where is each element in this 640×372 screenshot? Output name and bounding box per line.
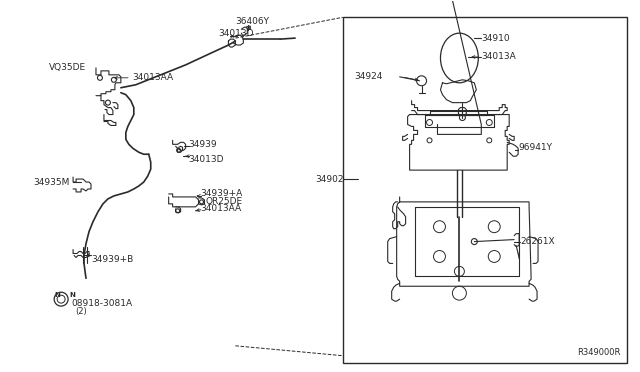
Text: VQ35DE: VQ35DE: [49, 63, 86, 73]
Text: 34013AA: 34013AA: [200, 204, 242, 213]
Text: N: N: [54, 292, 60, 298]
Bar: [343, 17, 627, 363]
Text: N: N: [69, 292, 75, 298]
Text: 34013D: 34013D: [218, 29, 254, 38]
Text: 34013D: 34013D: [189, 155, 224, 164]
Text: 34935M: 34935M: [33, 177, 70, 186]
Text: 34013A: 34013A: [481, 52, 516, 61]
Text: 34924: 34924: [354, 72, 382, 81]
Text: 34939+B: 34939+B: [91, 255, 133, 264]
Text: 26261X: 26261X: [520, 237, 555, 246]
Text: (2): (2): [75, 307, 87, 315]
Text: 34939: 34939: [189, 140, 217, 149]
Text: 34939+A: 34939+A: [200, 189, 243, 198]
Text: 08918-3081A: 08918-3081A: [71, 299, 132, 308]
Text: 36406Y: 36406Y: [236, 17, 269, 26]
Text: QR25DE: QR25DE: [205, 198, 243, 206]
Text: R349000R: R349000R: [577, 348, 621, 357]
Text: 34902: 34902: [315, 174, 344, 183]
Text: 96941Y: 96941Y: [518, 143, 552, 152]
Text: 34013AA: 34013AA: [132, 73, 173, 82]
Text: 34910: 34910: [481, 33, 510, 43]
